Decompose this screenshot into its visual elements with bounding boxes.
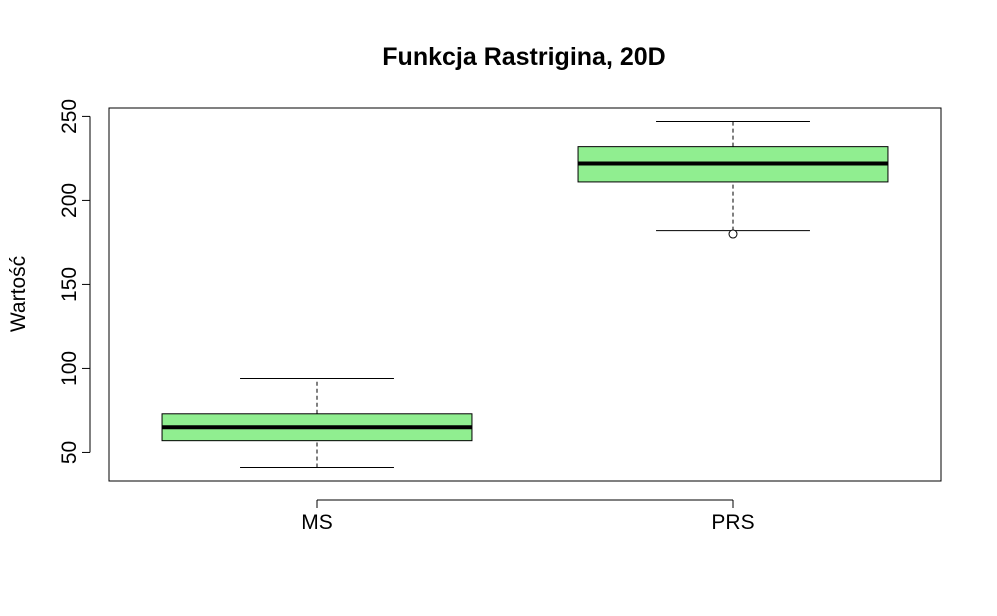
box-prs <box>577 120 889 239</box>
y-tick-label: 50 <box>58 441 81 464</box>
y-axis-label: Wartość <box>7 256 30 332</box>
y-tick-label: 150 <box>58 267 81 302</box>
y-axis: 50 100 150 200 250 <box>58 99 91 464</box>
plot-frame <box>108 107 942 482</box>
y-tick-label: 250 <box>58 99 81 134</box>
chart-title: Funkcja Rastrigina, 20D <box>382 43 665 71</box>
outlier-point <box>728 229 738 239</box>
y-tick-label: 100 <box>58 351 81 386</box>
x-tick-label: PRS <box>711 511 754 534</box>
x-axis: MS PRS <box>301 499 755 534</box>
boxes-layer <box>161 120 889 469</box>
box-ms <box>161 378 473 469</box>
y-tick-label: 200 <box>58 183 81 218</box>
x-tick-label: MS <box>301 511 333 534</box>
